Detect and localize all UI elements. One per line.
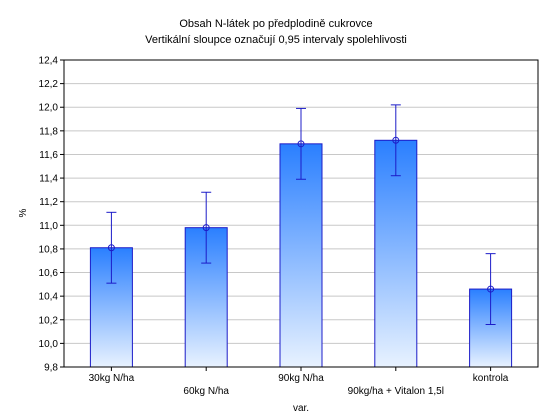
- x-axis-title: var.: [293, 403, 309, 414]
- y-tick-label: 12,0: [39, 103, 59, 114]
- y-tick-label: 11,4: [39, 174, 58, 185]
- y-tick-label: 12,2: [39, 79, 59, 90]
- x-tick-label: 90kg N/ha: [278, 373, 324, 384]
- chart-subtitle: Vertikální sloupce označují 0,95 interva…: [145, 34, 407, 46]
- x-tick-label: 90kg/ha + Vitalon 1,5l: [348, 386, 444, 397]
- mean-point: [107, 244, 115, 252]
- x-tick-label: kontrola: [473, 373, 509, 384]
- y-tick-label: 11,8: [39, 126, 58, 137]
- y-tick-label: 10,6: [39, 268, 59, 279]
- y-tick-label: 10,8: [39, 244, 59, 255]
- y-tick-label: 11,0: [39, 221, 58, 232]
- x-axis-ticks: 30kg N/ha 60kg N/ha 90kg N/ha 90kg/ha + Vit…: [89, 367, 509, 397]
- y-tick-label: 11,2: [39, 197, 58, 208]
- error-bars: [106, 104, 496, 325]
- mean-point: [392, 136, 400, 144]
- mean-point: [487, 285, 495, 293]
- y-tick-label: 10,0: [39, 339, 59, 350]
- y-tick-label: 10,4: [39, 292, 59, 303]
- chart-title: Obsah N-látek po předplodině cukrovce: [179, 18, 372, 30]
- x-tick-label: 30kg N/ha: [89, 373, 135, 384]
- mean-point: [297, 140, 305, 148]
- y-axis-ticks: 9,8 10,0 10,2 10,4 10,6 10,8 11,0 11,2 11,4 11,6 1…: [39, 56, 64, 374]
- y-tick-label: 10,2: [39, 315, 59, 326]
- y-axis-title: %: [18, 208, 29, 217]
- y-tick-label: 12,4: [39, 56, 59, 67]
- y-tick-label: 11,6: [39, 150, 58, 161]
- mean-point: [202, 224, 210, 232]
- x-tick-label: 60kg N/ha: [183, 386, 229, 397]
- y-tick-label: 9,8: [44, 363, 58, 374]
